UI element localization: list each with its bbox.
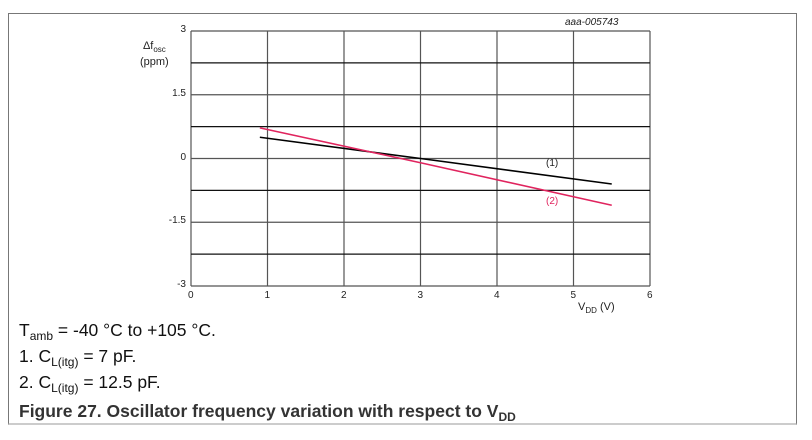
- x-label-main: V: [578, 301, 586, 313]
- series-lines: [259, 127, 612, 207]
- note-tamb-main: T: [19, 320, 30, 340]
- y-tick-label: -3: [177, 279, 186, 290]
- note-tamb-rest: = -40 °C to +105 °C.: [53, 320, 216, 340]
- figure-frame: [8, 13, 797, 425]
- y-axis-label: Δfosc (ppm): [140, 40, 169, 69]
- y-label-main: Δf: [142, 40, 154, 52]
- note-1-sub: L(itg): [51, 355, 79, 369]
- x-tick-label: 4: [494, 290, 500, 301]
- x-tick-label: 3: [417, 290, 424, 301]
- note-tamb: Tamb = -40 °C to +105 °C.: [19, 320, 216, 343]
- x-tick-label: 1: [264, 290, 271, 301]
- note-1-rest: = 7 pF.: [78, 346, 137, 366]
- series-2-label: (2): [546, 196, 559, 207]
- series-1-label: (1): [546, 158, 559, 169]
- x-label-sub: DD: [585, 306, 597, 316]
- figure-title: Figure 27. Oscillator frequency variatio…: [19, 401, 516, 424]
- note-2-rest: = 12.5 pF.: [78, 372, 161, 392]
- figure-title-sub: DD: [498, 410, 516, 424]
- note-2-prefix: 2. C: [19, 372, 52, 392]
- x-axis-label: VDD (V): [578, 301, 615, 315]
- figure-title-text: Figure 27. Oscillator frequency variatio…: [19, 401, 499, 421]
- series-1-line: [259, 136, 612, 185]
- note-2: 2. CL(itg) = 12.5 pF.: [19, 372, 161, 395]
- series-2-line: [259, 127, 612, 207]
- y-tick-label: 1.5: [172, 87, 186, 99]
- y-tick-label: 3: [180, 24, 186, 35]
- note-tamb-sub: amb: [29, 329, 54, 343]
- x-tick-label: 5: [570, 290, 577, 301]
- note-2-sub: L(itg): [51, 381, 79, 395]
- x-tick-label: 6: [647, 290, 653, 301]
- y-label-unit: (ppm): [140, 56, 169, 69]
- note-1-prefix: 1. C: [19, 346, 52, 366]
- grid: [190, 30, 651, 287]
- x-label-unit: (V): [596, 301, 615, 313]
- x-tick-label: 0: [188, 290, 194, 301]
- y-label-sub: osc: [153, 45, 166, 55]
- x-tick-label: 2: [341, 290, 347, 301]
- y-tick-label: -1.5: [168, 215, 186, 227]
- note-1: 1. CL(itg) = 7 pF.: [19, 346, 136, 369]
- figure-code: aaa-005743: [565, 17, 619, 28]
- y-tick-label: 0: [180, 151, 186, 163]
